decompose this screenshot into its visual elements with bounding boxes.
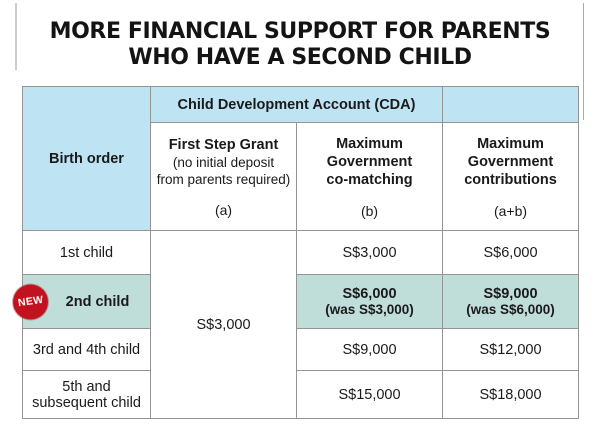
contributions-line-3: contributions bbox=[464, 171, 557, 188]
contributions-line-2: Government bbox=[467, 153, 554, 170]
contributions-1st-child: S$6,000 bbox=[442, 230, 580, 275]
row-label-2nd-child-text: 2nd child bbox=[65, 293, 130, 310]
header-birth-order: Birth order bbox=[22, 86, 151, 231]
table-row: 3rd and 4th child S$9,000 S$12,000 bbox=[22, 328, 580, 371]
title-line-1: MORE FINANCIAL SUPPORT FOR PARENTS bbox=[49, 19, 551, 44]
contributions-5th-child: S$18,000 bbox=[442, 370, 580, 419]
co-matching-2nd-child: S$6,000 (was S$3,000) bbox=[295, 274, 444, 329]
co-matching-3rd-4th-child: S$9,000 bbox=[295, 328, 444, 371]
contributions-2nd-child-value: S$9,000 bbox=[483, 286, 538, 302]
row-label-5th-child-line-1: 5th and bbox=[62, 378, 111, 395]
row-label-2nd-child: NEW 2nd child bbox=[13, 274, 151, 329]
co-matching-2nd-child-was: (was S$3,000) bbox=[325, 302, 414, 317]
contributions-2nd-child: S$9,000 (was S$6,000) bbox=[442, 274, 580, 329]
header-co-matching: Maximum Government co-matching (b) bbox=[295, 122, 444, 231]
header-cda-group: Child Development Account (CDA) bbox=[149, 86, 444, 123]
column-key-ab: (a+b) bbox=[493, 202, 528, 219]
co-matching-line-3: co-matching bbox=[326, 171, 413, 188]
first-step-grant-title: First Step Grant bbox=[168, 136, 279, 153]
co-matching-2nd-child-value: S$6,000 bbox=[342, 286, 397, 302]
column-key-b: (b) bbox=[360, 202, 379, 219]
row-label-5th-child-line-2: subsequent child bbox=[32, 394, 141, 411]
row-label-3rd-4th-child: 3rd and 4th child bbox=[22, 328, 151, 371]
contributions-line-1: Maximum bbox=[477, 135, 544, 152]
new-badge-label: NEW bbox=[17, 293, 44, 310]
first-step-grant-sub-1: (no initial deposit bbox=[172, 154, 275, 170]
table-row: 5th and subsequent child S$15,000 S$18,0… bbox=[22, 370, 580, 419]
financial-support-table: Birth order Child Development Account (C… bbox=[13, 86, 580, 419]
column-key-a: (a) bbox=[214, 201, 233, 218]
new-badge: NEW bbox=[13, 284, 48, 319]
first-step-grant-sub-2: from parents required) bbox=[156, 171, 291, 187]
title-line-2: WHO HAVE A SECOND CHILD bbox=[128, 45, 472, 70]
page-title: MORE FINANCIAL SUPPORT FOR PARENTS WHO H… bbox=[0, 19, 600, 71]
first-step-grant-value: S$3,000 bbox=[150, 230, 297, 419]
co-matching-1st-child: S$3,000 bbox=[295, 230, 444, 275]
table-row: 1st child S$3,000 S$3,000 S$6,000 bbox=[22, 230, 580, 419]
table-row-highlighted: NEW 2nd child S$6,000 (was S$3,000) S$9,… bbox=[13, 274, 580, 329]
header-contributions: Maximum Government contributions (a+b) bbox=[442, 122, 580, 231]
co-matching-line-2: Government bbox=[326, 153, 413, 170]
contributions-2nd-child-was: (was S$6,000) bbox=[466, 302, 555, 317]
co-matching-5th-child: S$15,000 bbox=[295, 370, 444, 419]
header-empty-cell bbox=[442, 86, 580, 123]
co-matching-line-1: Maximum bbox=[336, 135, 403, 152]
header-first-step-grant: First Step Grant (no initial deposit fro… bbox=[150, 122, 297, 231]
row-label-1st-child: 1st child bbox=[22, 230, 151, 275]
row-label-5th-child: 5th and subsequent child bbox=[22, 370, 151, 419]
contributions-3rd-4th-child: S$12,000 bbox=[442, 328, 580, 371]
